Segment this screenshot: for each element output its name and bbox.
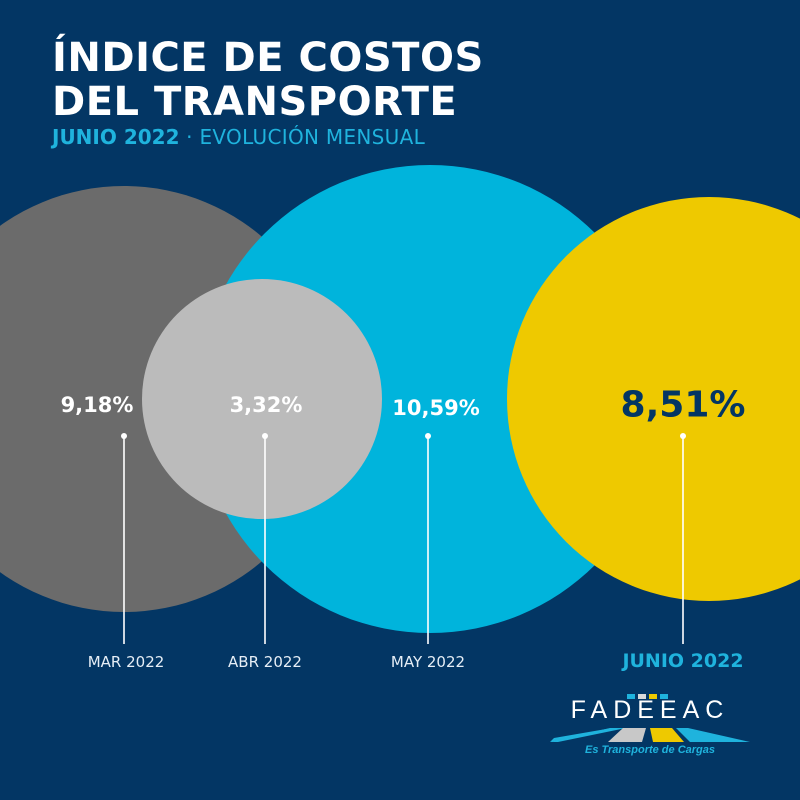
leader-dot-abr [262, 433, 268, 439]
month-label-mar-2022: MAR 2022 [87, 653, 165, 671]
value-abr-2022: 3,32% [229, 393, 303, 417]
subtitle-description: EVOLUCIÓN MENSUAL [199, 125, 426, 149]
month-label-may-2022: MAY 2022 [390, 653, 466, 671]
value-may-2022: 10,59% [392, 396, 480, 420]
leader-dot-mar [121, 433, 127, 439]
logo-graphic [550, 694, 750, 742]
value-jun-2022: 8,51% [620, 384, 746, 426]
subtitle-period: JUNIO 2022 [52, 125, 180, 149]
logo-wordmark: FADEEAC [570, 696, 730, 724]
subtitle-separator: · [179, 125, 200, 149]
value-mar-2022: 9,18% [60, 393, 134, 417]
logo-tagline: Es Transporte de Cargas [584, 744, 715, 756]
title-line-1: ÍNDICE DE COSTOS [52, 35, 484, 81]
page-title: ÍNDICE DE COSTOS DEL TRANSPORTE [52, 36, 484, 124]
bubble-jun-2022 [507, 197, 800, 601]
leader-dot-jun [680, 433, 686, 439]
bubble-abr-2022 [142, 279, 382, 519]
leader-dot-may [425, 433, 431, 439]
fadeeac-logo: FADEEAC Es Transporte de Cargas [550, 688, 750, 763]
month-label-jun-2022: JUNIO 2022 [622, 650, 744, 672]
month-label-abr-2022: ABR 2022 [228, 653, 302, 671]
subtitle: JUNIO 2022 · EVOLUCIÓN MENSUAL [52, 124, 425, 150]
title-line-2: DEL TRANSPORTE [52, 79, 458, 125]
